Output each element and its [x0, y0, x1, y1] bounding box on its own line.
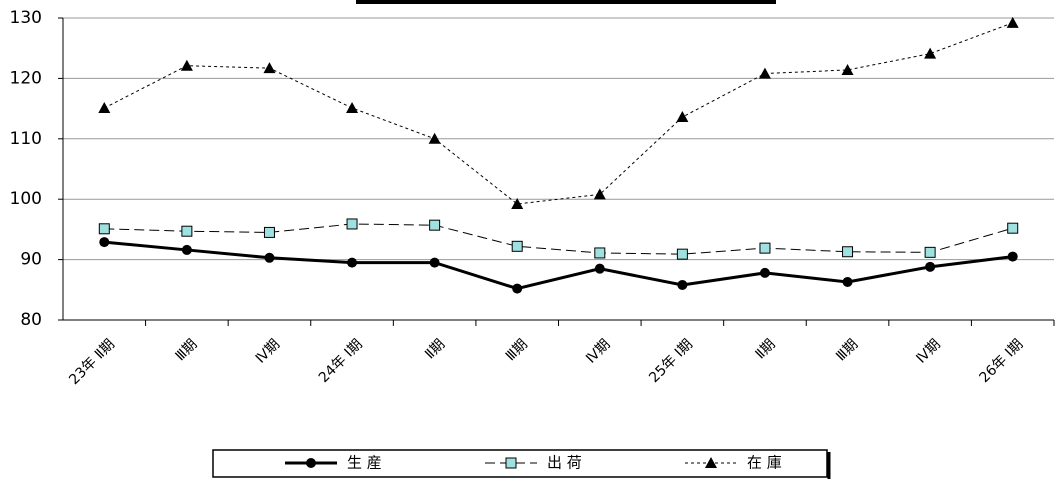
point	[925, 261, 936, 272]
point	[512, 283, 523, 294]
x-tick-label: 25年 Ⅰ期	[646, 336, 696, 386]
y-tick-label: 130	[10, 8, 42, 28]
title-box	[356, 0, 776, 4]
y-tick-label: 90	[20, 250, 42, 270]
x-tick-label: 26年 Ⅰ期	[977, 336, 1027, 386]
point	[1007, 222, 1019, 234]
x-tick-label: Ⅲ期	[172, 336, 200, 364]
point	[1006, 16, 1019, 28]
point	[429, 257, 440, 268]
series-line	[104, 223, 1013, 255]
x-tick-label: 24年 Ⅰ期	[316, 336, 366, 386]
point	[511, 240, 523, 252]
point	[676, 248, 688, 260]
legend-label: 出 荷	[547, 454, 582, 472]
point	[924, 246, 936, 258]
point	[593, 188, 606, 200]
point	[676, 111, 689, 123]
point	[677, 279, 688, 290]
point	[758, 67, 771, 79]
point	[842, 246, 854, 258]
point	[347, 257, 358, 268]
legend-label: 在 庫	[747, 454, 782, 472]
point	[594, 263, 605, 274]
point	[429, 219, 441, 231]
point	[306, 458, 316, 468]
y-tick-label: 120	[10, 68, 42, 88]
point	[511, 198, 524, 210]
point	[842, 276, 853, 287]
y-tick-label: 80	[20, 310, 42, 330]
series-line	[104, 22, 1013, 205]
x-tick-label: Ⅱ期	[422, 336, 448, 362]
point	[346, 218, 358, 230]
x-tick-label: Ⅳ期	[913, 336, 943, 366]
point	[98, 223, 110, 235]
point	[924, 47, 937, 59]
point	[594, 247, 606, 259]
series-line	[104, 240, 1013, 291]
x-tick-label: Ⅲ期	[503, 336, 531, 364]
point	[181, 225, 193, 237]
x-tick-label: 23年 Ⅱ期	[66, 336, 118, 388]
point	[428, 132, 441, 144]
point	[346, 101, 359, 113]
point	[1007, 251, 1018, 262]
legend-label: 生 産	[347, 454, 382, 472]
y-tick-label: 110	[10, 129, 42, 149]
point	[263, 226, 275, 238]
x-tick-label: Ⅳ期	[253, 336, 283, 366]
point	[98, 101, 111, 113]
point	[99, 237, 110, 248]
point	[841, 63, 854, 75]
point	[263, 62, 276, 74]
point	[181, 244, 192, 255]
x-tick-label: Ⅲ期	[833, 336, 861, 364]
point	[759, 267, 770, 278]
x-tick-label: Ⅱ期	[753, 336, 779, 362]
point	[705, 457, 717, 468]
y-tick-label: 100	[10, 189, 42, 209]
point	[180, 59, 193, 71]
point	[264, 252, 275, 263]
x-tick-label: Ⅳ期	[583, 336, 613, 366]
point	[759, 242, 771, 254]
point	[505, 457, 517, 469]
